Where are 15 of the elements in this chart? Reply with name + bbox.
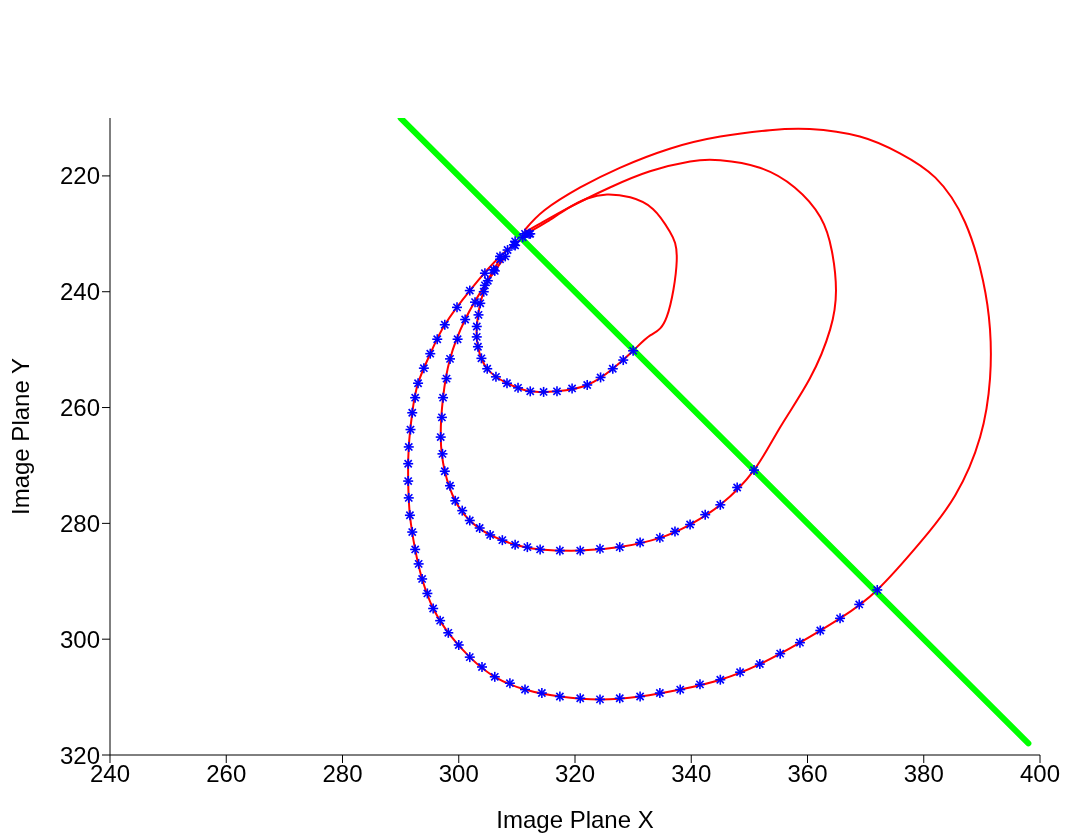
- x-tick-label: 300: [438, 760, 479, 788]
- y-tick-label: 300: [59, 625, 100, 653]
- y-tick-label: 240: [59, 278, 100, 306]
- x-tick-label: 360: [787, 760, 828, 788]
- x-tick-label: 280: [322, 760, 363, 788]
- y-tick-label: 220: [59, 162, 100, 190]
- x-tick-label: 260: [206, 760, 247, 788]
- x-tick-label: 340: [671, 760, 712, 788]
- x-tick-label: 320: [554, 760, 596, 788]
- y-tick-label: 260: [59, 394, 100, 422]
- x-axis-title: Image Plane X: [496, 806, 654, 833]
- x-tick-label: 400: [1019, 760, 1061, 788]
- y-axis-title: Image Plane Y: [6, 358, 34, 515]
- y-tick-label: 280: [59, 509, 100, 537]
- x-tick-label: 380: [903, 760, 944, 788]
